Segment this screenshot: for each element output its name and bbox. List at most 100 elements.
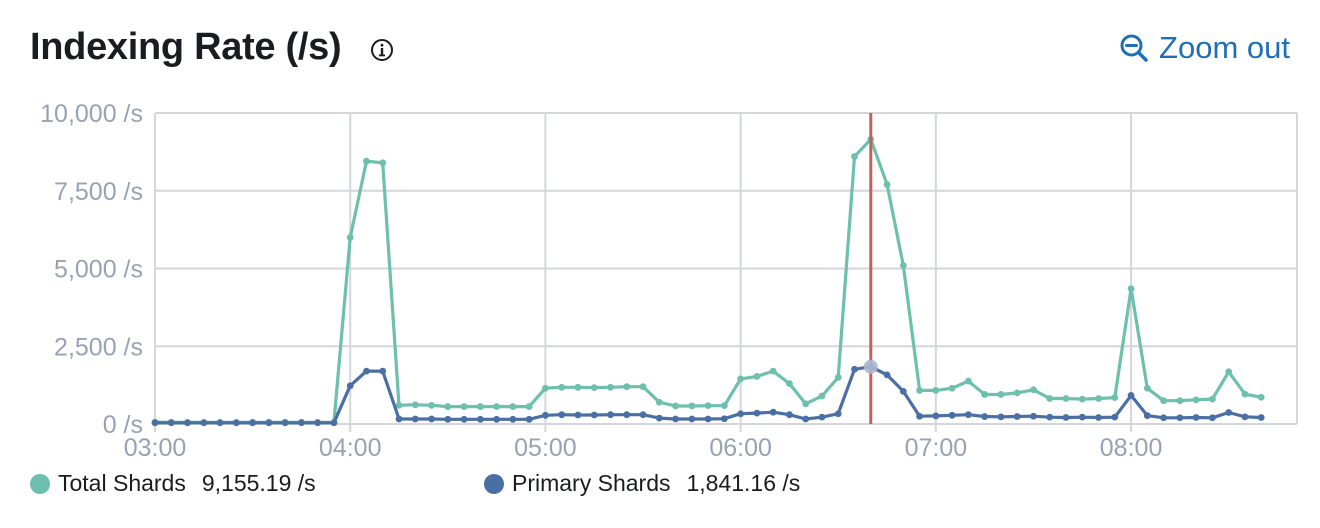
data-point bbox=[818, 413, 826, 421]
data-point bbox=[1192, 396, 1200, 404]
x-tick-label: 05:00 bbox=[514, 434, 577, 462]
data-point bbox=[476, 415, 484, 423]
legend-name: Total Shards bbox=[58, 470, 186, 496]
data-point bbox=[818, 392, 826, 400]
data-point bbox=[916, 412, 923, 420]
x-tick-label: 08:00 bbox=[1100, 434, 1163, 462]
data-point bbox=[379, 367, 387, 375]
data-point bbox=[688, 402, 696, 410]
legend-item-total-shards[interactable]: Total Shards 9,155.19 /s bbox=[30, 470, 316, 497]
data-point bbox=[184, 419, 191, 427]
legend-item-primary-shards[interactable]: Primary Shards 1,841.16 /s bbox=[484, 470, 800, 497]
data-point bbox=[428, 401, 435, 409]
data-point bbox=[493, 415, 501, 423]
crosshair bbox=[863, 113, 878, 424]
data-point bbox=[607, 383, 614, 391]
data-point bbox=[493, 403, 501, 410]
data-point bbox=[1078, 413, 1086, 421]
data-point bbox=[1062, 414, 1070, 421]
data-point bbox=[1176, 414, 1184, 422]
data-point bbox=[639, 383, 647, 391]
data-point bbox=[444, 415, 452, 423]
data-point bbox=[1095, 395, 1102, 402]
data-point bbox=[395, 401, 403, 409]
series-line-primary-shards bbox=[155, 365, 1262, 425]
data-point bbox=[411, 415, 419, 423]
legend: Total Shards 9,155.19 /s Primary Shards … bbox=[30, 470, 1290, 504]
data-point bbox=[363, 157, 370, 165]
data-point bbox=[558, 383, 566, 391]
data-point bbox=[1111, 394, 1119, 401]
data-point bbox=[639, 411, 647, 419]
data-point bbox=[411, 401, 419, 409]
legend-value: 1,841.16 /s bbox=[686, 470, 801, 496]
series-line-total-shards bbox=[154, 137, 1262, 424]
data-point bbox=[346, 382, 354, 390]
data-point bbox=[1241, 390, 1249, 398]
data-point bbox=[525, 403, 533, 410]
data-point bbox=[883, 181, 891, 188]
data-point bbox=[1078, 395, 1086, 403]
data-point bbox=[574, 383, 582, 391]
cursor-highlight bbox=[863, 359, 878, 374]
data-point bbox=[672, 402, 679, 410]
data-point bbox=[1160, 397, 1168, 405]
y-tick-label: 7,500 /s bbox=[54, 178, 143, 206]
data-point bbox=[623, 383, 631, 391]
data-point bbox=[1127, 391, 1135, 399]
data-point bbox=[851, 365, 858, 373]
data-point bbox=[167, 419, 175, 427]
data-point bbox=[558, 411, 566, 419]
data-point bbox=[509, 403, 517, 410]
data-point bbox=[802, 415, 810, 423]
y-tick-label: 10,000 /s bbox=[40, 100, 143, 128]
data-point bbox=[883, 371, 891, 379]
data-point bbox=[899, 387, 907, 395]
data-point bbox=[232, 419, 240, 427]
data-point bbox=[346, 234, 354, 241]
data-point bbox=[1013, 389, 1021, 397]
data-point bbox=[786, 380, 793, 387]
data-point bbox=[281, 419, 289, 427]
data-point bbox=[298, 419, 305, 427]
data-point bbox=[737, 375, 745, 383]
data-point bbox=[542, 411, 549, 419]
data-point bbox=[1257, 393, 1265, 401]
data-point bbox=[1046, 395, 1054, 402]
data-point bbox=[1062, 395, 1070, 402]
zoom-out-button[interactable]: Zoom out bbox=[1119, 30, 1290, 66]
data-point bbox=[997, 413, 1005, 421]
data-point bbox=[590, 411, 598, 419]
data-point bbox=[1143, 384, 1151, 392]
data-point bbox=[769, 408, 777, 416]
legend-name: Primary Shards bbox=[512, 470, 671, 496]
data-point bbox=[623, 411, 631, 419]
data-point bbox=[1176, 397, 1184, 405]
data-point bbox=[590, 384, 598, 392]
y-tick-label: 0 /s bbox=[103, 411, 143, 439]
data-point bbox=[314, 419, 322, 427]
data-point bbox=[737, 410, 745, 418]
data-point bbox=[655, 398, 663, 406]
indexing-rate-chart[interactable]: 0 /s 2,500 /s 5,000 /s 7,500 /s 10,000 /s 03… bbox=[0, 0, 1320, 470]
data-point bbox=[769, 367, 777, 375]
data-point bbox=[704, 415, 712, 423]
data-point bbox=[932, 387, 940, 394]
data-point bbox=[1225, 368, 1233, 376]
data-point bbox=[1192, 414, 1200, 421]
x-tick-label: 04:00 bbox=[319, 434, 382, 462]
data-point bbox=[964, 377, 972, 385]
x-tick-label: 07:00 bbox=[905, 434, 968, 462]
data-point bbox=[753, 409, 761, 417]
info-circle-icon[interactable] bbox=[370, 38, 394, 62]
data-point bbox=[1209, 395, 1216, 403]
data-point bbox=[460, 403, 468, 410]
data-point bbox=[1225, 409, 1233, 416]
data-point bbox=[786, 411, 793, 419]
legend-dot-primary bbox=[484, 473, 504, 494]
y-tick-label: 5,000 /s bbox=[54, 256, 143, 284]
chart-title: Indexing Rate (/s) bbox=[30, 26, 342, 68]
data-point bbox=[932, 412, 940, 420]
grid-lines bbox=[154, 112, 1298, 432]
data-point bbox=[249, 419, 257, 427]
